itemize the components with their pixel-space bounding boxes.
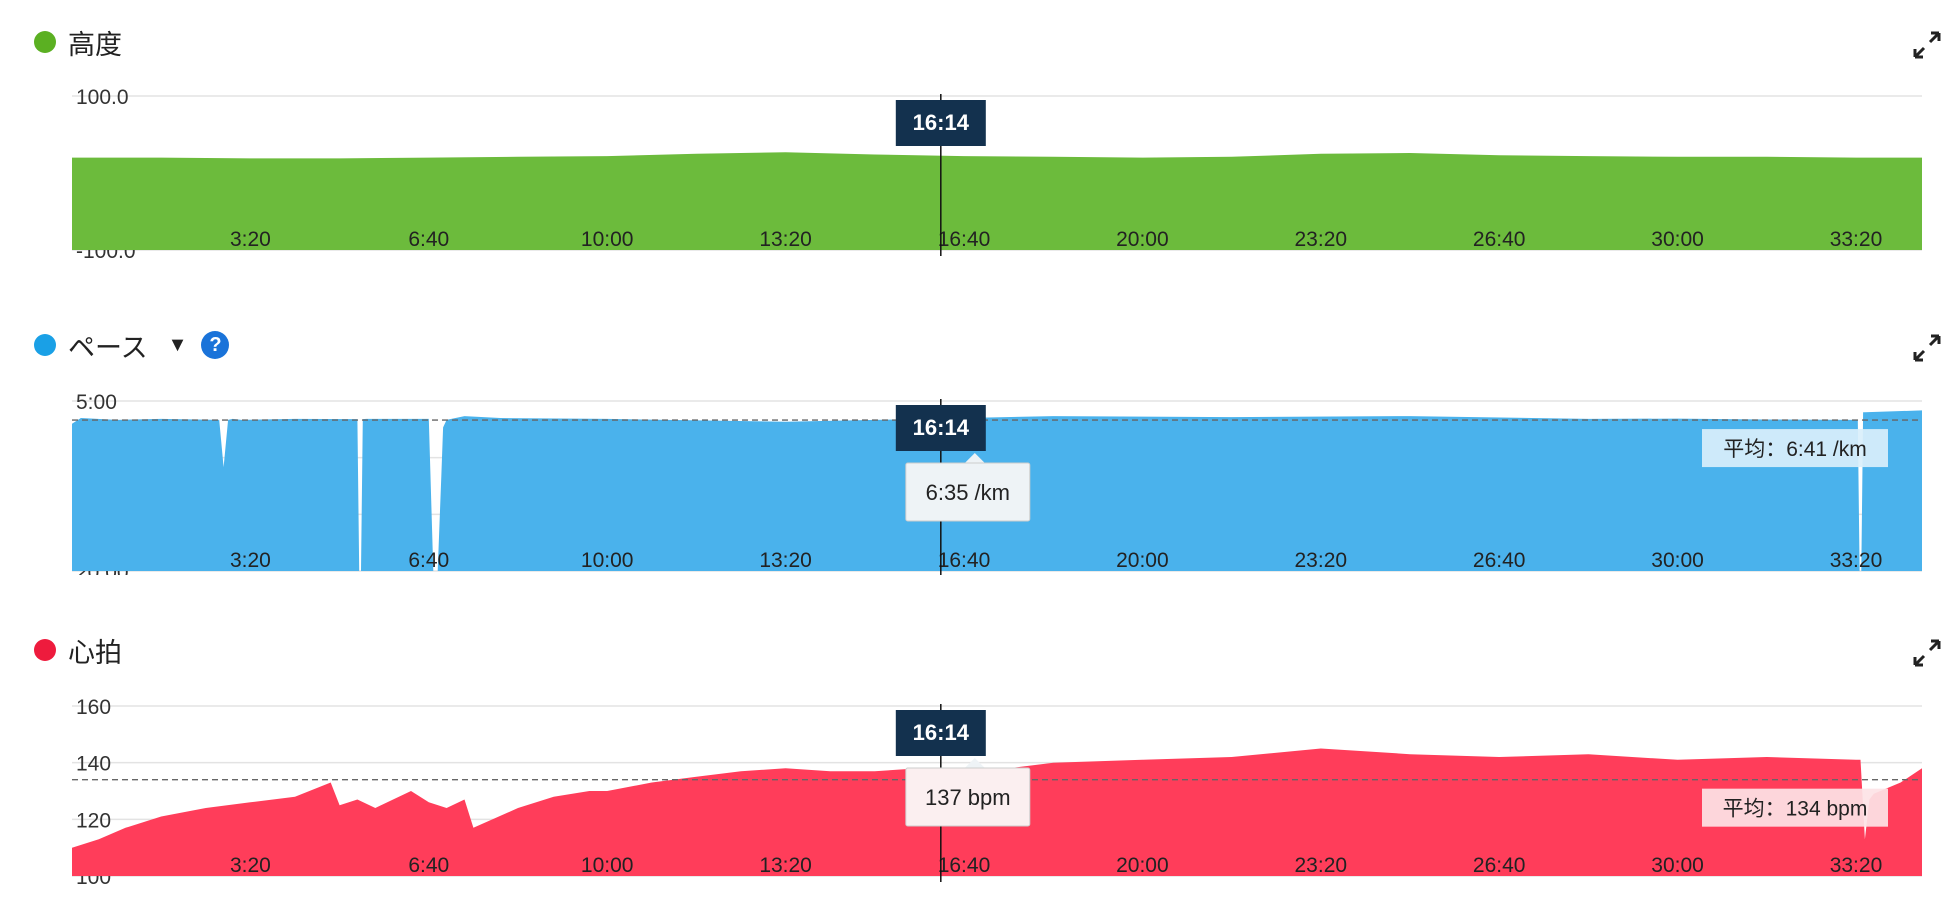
x-tick-label: 33:20 bbox=[1830, 228, 1883, 251]
pace-header: ペース ▼ ? bbox=[34, 325, 230, 365]
value-tooltip bbox=[905, 767, 1031, 827]
x-tick-label: 20:00 bbox=[1116, 854, 1169, 877]
x-tick-label: 16:40 bbox=[938, 228, 991, 251]
average-label-box bbox=[1702, 788, 1888, 827]
x-tick-label: 13:20 bbox=[759, 854, 812, 877]
x-tick-label: 16:40 bbox=[938, 854, 991, 877]
cursor-time-badge bbox=[895, 710, 986, 756]
y-tick-label: 120 bbox=[76, 809, 111, 832]
y-tick-label: 140 bbox=[76, 753, 111, 776]
x-tick-label: 16:40 bbox=[938, 549, 991, 572]
tooltip-pointer bbox=[964, 453, 985, 463]
cursor-time-label: 16:14 bbox=[913, 415, 970, 440]
x-tick-label: 30:00 bbox=[1651, 549, 1704, 572]
x-tick-label: 30:00 bbox=[1651, 854, 1704, 877]
tooltip-pointer bbox=[964, 758, 985, 768]
x-tick-label: 23:20 bbox=[1295, 228, 1348, 251]
x-tick-label: 13:20 bbox=[759, 549, 812, 572]
y-tick-label: 160 bbox=[76, 696, 111, 719]
altitude-chart[interactable]: 100.00-100.03:206:4010:0013:2016:4020:00… bbox=[0, 22, 1958, 262]
heart-rate-header: 心拍 bbox=[34, 630, 122, 670]
x-tick-label: 13:20 bbox=[759, 228, 812, 251]
pace-title: ペース bbox=[68, 332, 148, 363]
x-tick-label: 3:20 bbox=[230, 549, 271, 572]
x-tick-label: 10:00 bbox=[581, 549, 634, 572]
tooltip-value: 6:35 /km bbox=[926, 480, 1010, 505]
altitude-legend-dot bbox=[34, 31, 56, 53]
x-tick-label: 30:00 bbox=[1651, 228, 1704, 251]
x-tick-label: 33:20 bbox=[1830, 549, 1883, 572]
x-tick-label: 23:20 bbox=[1295, 854, 1348, 877]
pace-metric-dropdown-icon[interactable]: ▼ bbox=[167, 333, 188, 356]
tooltip-value: 137 bpm bbox=[925, 785, 1011, 810]
x-tick-label: 10:00 bbox=[581, 228, 634, 251]
x-tick-label: 33:20 bbox=[1830, 854, 1883, 877]
average-label-box bbox=[1702, 429, 1888, 468]
average-label: 平均：6:41 /km bbox=[1723, 438, 1867, 461]
x-tick-label: 3:20 bbox=[230, 228, 271, 251]
x-tick-label: 26:40 bbox=[1473, 228, 1526, 251]
heart-rate-legend-dot bbox=[34, 639, 56, 661]
x-tick-label: 26:40 bbox=[1473, 854, 1526, 877]
altitude-expand-icon[interactable] bbox=[1912, 30, 1942, 60]
x-tick-label: 6:40 bbox=[408, 228, 449, 251]
altitude-area bbox=[72, 152, 1922, 250]
altitude-header: 高度 bbox=[34, 22, 122, 62]
cursor-time-label: 16:14 bbox=[913, 720, 970, 745]
altitude-title: 高度 bbox=[68, 29, 122, 60]
y-tick-label: 100.0 bbox=[76, 86, 129, 109]
y-tick-label: 5:00 bbox=[76, 391, 117, 414]
cursor-time-badge bbox=[895, 100, 986, 146]
x-tick-label: 6:40 bbox=[408, 854, 449, 877]
cursor-time-label: 16:14 bbox=[913, 110, 970, 135]
x-tick-label: 23:20 bbox=[1295, 549, 1348, 572]
value-tooltip bbox=[905, 462, 1031, 522]
cursor-time-badge bbox=[895, 405, 986, 451]
x-tick-label: 6:40 bbox=[408, 549, 449, 572]
pace-expand-icon[interactable] bbox=[1912, 333, 1942, 363]
pace-help-icon[interactable]: ? bbox=[201, 331, 230, 359]
heart-rate-expand-icon[interactable] bbox=[1912, 638, 1942, 668]
x-tick-label: 26:40 bbox=[1473, 549, 1526, 572]
average-label: 平均：134 bpm bbox=[1723, 798, 1868, 821]
pace-legend-dot bbox=[34, 334, 56, 356]
x-tick-label: 3:20 bbox=[230, 854, 271, 877]
heart-rate-title: 心拍 bbox=[68, 637, 122, 668]
x-tick-label: 20:00 bbox=[1116, 228, 1169, 251]
x-tick-label: 20:00 bbox=[1116, 549, 1169, 572]
x-tick-label: 10:00 bbox=[581, 854, 634, 877]
